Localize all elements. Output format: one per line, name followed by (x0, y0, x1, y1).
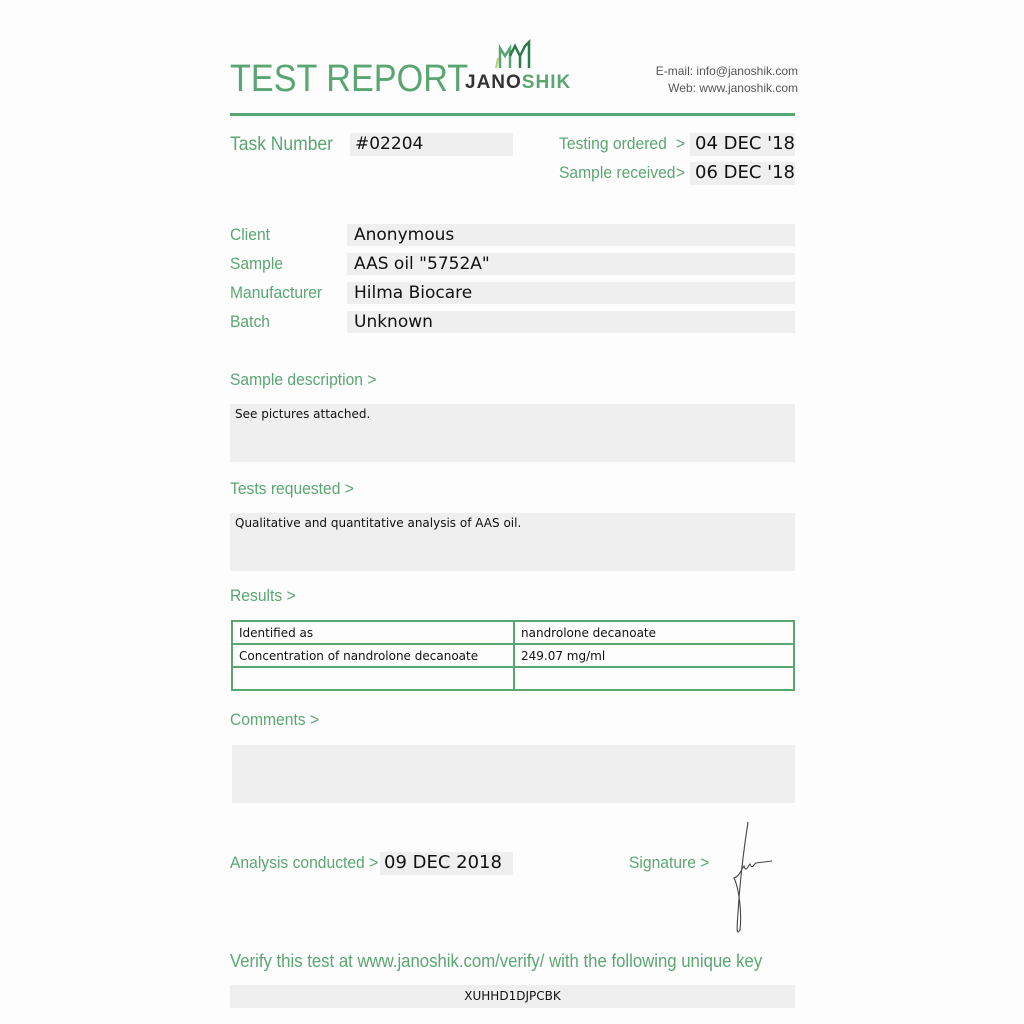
manufacturer-field (347, 282, 795, 304)
contact-web: Web: www.janoshik.com (668, 81, 798, 95)
sample-field (347, 253, 795, 275)
sample-received-field (690, 162, 795, 185)
table-row (231, 666, 795, 691)
batch-label: Batch (230, 312, 271, 331)
signature-label: Signature > (629, 853, 710, 872)
testing-ordered-field (690, 133, 795, 156)
result-value: nandrolone decanoate (513, 620, 795, 645)
task-number-field (350, 133, 513, 156)
logo-chart-icon (495, 38, 531, 69)
verify-key: XUHHD1DJPCBK (464, 989, 561, 1003)
client-field (347, 224, 795, 246)
results-table: Identified as nandrolone decanoate Concen… (231, 620, 795, 691)
client-value: Anonymous (354, 225, 455, 245)
result-key: Identified as (231, 620, 515, 645)
comments-box (232, 745, 795, 803)
sample-description-label: Sample description > (230, 370, 377, 389)
signature-image (733, 821, 773, 933)
janoshik-logo: JANOSHIK (465, 36, 570, 98)
testing-ordered-arrow: > (676, 134, 686, 153)
report-title: TEST REPORT (230, 58, 469, 100)
tests-requested-box: Qualitative and quantitative analysis of… (230, 513, 795, 571)
sample-description-box: See pictures attached. (230, 404, 795, 462)
testing-ordered-label: Testing ordered (559, 134, 667, 153)
analysis-conducted-label: Analysis conducted > (230, 853, 379, 872)
result-key: Concentration of nandrolone decanoate (231, 643, 515, 668)
sample-received-arrow: > (676, 163, 686, 182)
header-divider (230, 113, 795, 116)
contact-email: E-mail: info@janoshik.com (655, 64, 798, 78)
task-number-value: #02204 (355, 134, 424, 154)
logo-text-jano: JANO (465, 72, 522, 93)
analysis-conducted-field (380, 852, 513, 875)
client-label: Client (230, 225, 270, 244)
sample-label: Sample (230, 254, 284, 273)
manufacturer-label: Manufacturer (230, 283, 323, 302)
task-number-label: Task Number (230, 134, 333, 155)
result-value: 249.07 mg/ml (513, 643, 795, 668)
testing-ordered-value: 04 DEC '18 (695, 133, 796, 154)
analysis-conducted-value: 09 DEC 2018 (384, 852, 502, 873)
tests-requested-text: Qualitative and quantitative analysis of… (235, 516, 522, 530)
batch-field (347, 311, 795, 333)
sample-value: AAS oil "5752A" (354, 254, 490, 274)
sample-description-text: See pictures attached. (235, 407, 371, 421)
table-row: Concentration of nandrolone decanoate 249… (231, 643, 795, 668)
comments-label: Comments > (230, 710, 320, 729)
logo-text-shik: SHIK (521, 72, 572, 93)
tests-requested-label: Tests requested > (230, 479, 354, 498)
results-label: Results > (230, 586, 296, 605)
verify-key-box: XUHHD1DJPCBK (230, 985, 795, 1008)
result-key (231, 666, 515, 691)
verify-text: Verify this test at www.janoshik.com/ver… (230, 951, 763, 971)
sample-received-label: Sample received (559, 163, 676, 182)
manufacturer-value: Hilma Biocare (354, 283, 473, 303)
batch-value: Unknown (354, 312, 433, 332)
sample-received-value: 06 DEC '18 (695, 162, 796, 183)
table-row: Identified as nandrolone decanoate (231, 620, 795, 645)
result-value (513, 666, 795, 691)
